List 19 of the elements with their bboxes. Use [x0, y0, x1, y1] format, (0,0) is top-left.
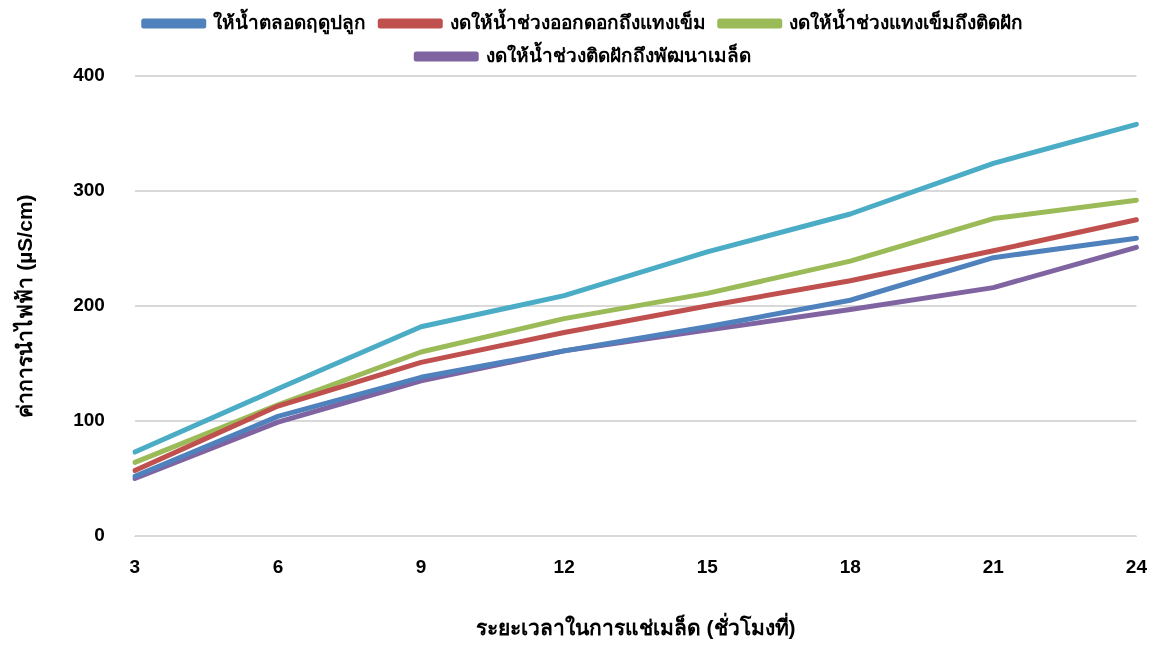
y-tick-label: 0	[94, 524, 105, 546]
legend-label: งดให้น้ำช่วงติดฝักถึงพัฒนาเมล็ด	[485, 40, 751, 66]
y-axis-title: ค่าการนำไฟฟ้า (µS/cm)	[12, 194, 37, 418]
x-tick-label: 12	[553, 555, 575, 577]
x-tick-label: 18	[839, 555, 861, 577]
y-tick-label: 300	[73, 179, 105, 201]
x-tick-label: 3	[129, 555, 141, 577]
legend-label: งดให้น้ำช่วงออกดอกถึงแทงเข็ม	[449, 7, 706, 33]
legend-label: งดให้น้ำช่วงแทงเข็มถึงติดฝัก	[789, 7, 1024, 33]
y-tick-label: 400	[73, 64, 105, 86]
x-tick-label: 15	[696, 555, 719, 577]
x-tick-label: 21	[982, 555, 1005, 577]
x-tick-label: 9	[415, 555, 427, 577]
legend-label: ให้น้ำตลอดฤดูปลูก	[213, 7, 367, 35]
y-tick-label: 200	[73, 294, 105, 316]
x-tick-label: 24	[1125, 555, 1148, 577]
y-tick-label: 100	[73, 409, 105, 431]
x-axis-title: ระยะเวลาในการแช่เมล็ด (ชั่วโมงที่)	[475, 612, 796, 640]
x-tick-label: 6	[272, 555, 284, 577]
